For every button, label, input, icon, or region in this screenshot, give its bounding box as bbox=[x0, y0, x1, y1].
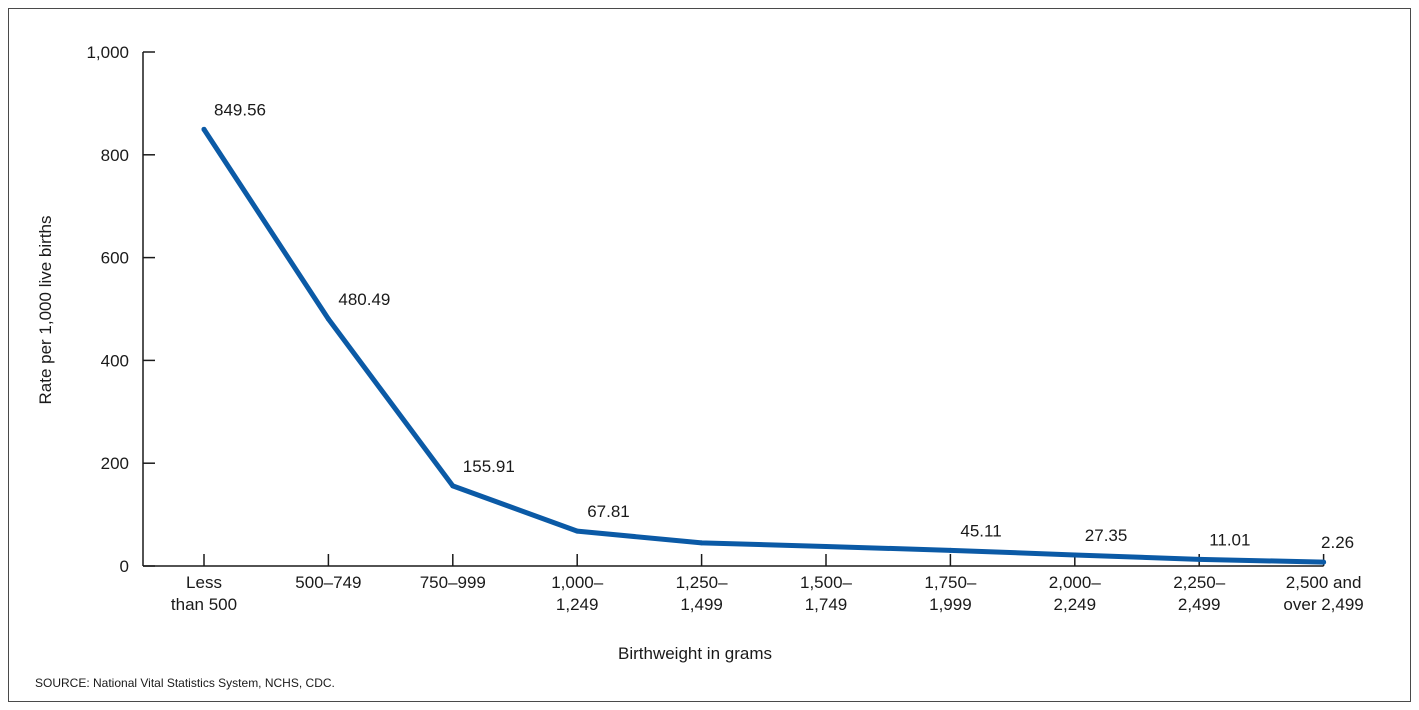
data-label: 27.35 bbox=[1085, 526, 1128, 545]
data-label: 849.56 bbox=[214, 100, 266, 119]
data-label: 2.26 bbox=[1321, 533, 1354, 552]
x-tick-label: 1,999 bbox=[929, 595, 972, 614]
data-label: 67.81 bbox=[587, 502, 630, 521]
x-tick-label: 500–749 bbox=[295, 573, 361, 592]
y-tick-label: 600 bbox=[101, 249, 129, 268]
x-tick-label: 1,249 bbox=[556, 595, 599, 614]
x-tick-label: over 2,499 bbox=[1283, 595, 1363, 614]
data-point bbox=[325, 316, 331, 322]
x-tick-label: 1,750– bbox=[924, 573, 977, 592]
data-point bbox=[201, 126, 207, 132]
data-label: 480.49 bbox=[338, 290, 390, 309]
x-axis-title: Birthweight in grams bbox=[618, 644, 772, 663]
x-tick-label: 2,249 bbox=[1054, 595, 1097, 614]
data-label: 11.01 bbox=[1209, 530, 1250, 549]
data-point bbox=[1072, 552, 1078, 558]
y-tick-label: 0 bbox=[120, 557, 129, 576]
series-line bbox=[201, 126, 1327, 565]
x-tick-label: 1,500– bbox=[800, 573, 853, 592]
data-point bbox=[823, 543, 829, 549]
source-note: SOURCE: National Vital Statistics System… bbox=[35, 676, 335, 690]
x-tick-label: 1,749 bbox=[805, 595, 848, 614]
data-point bbox=[574, 528, 580, 534]
data-label: 45.11 bbox=[960, 521, 1001, 540]
data-point bbox=[1321, 559, 1327, 565]
x-tick-label: 1,000– bbox=[551, 573, 604, 592]
x-tick-label: 1,250– bbox=[676, 573, 729, 592]
chart-frame bbox=[8, 8, 1411, 702]
y-axis-title: Rate per 1,000 live births bbox=[36, 216, 55, 405]
y-tick-label: 200 bbox=[101, 454, 129, 473]
x-tick-label: Less bbox=[186, 573, 222, 592]
y-tick-label: 400 bbox=[101, 351, 129, 370]
data-point bbox=[1196, 556, 1202, 562]
x-tick-label: 2,250– bbox=[1173, 573, 1226, 592]
data-point bbox=[450, 483, 456, 489]
x-tick-label: 2,499 bbox=[1178, 595, 1221, 614]
x-tick-label: 2,000– bbox=[1049, 573, 1102, 592]
x-tick-label: 1,499 bbox=[680, 595, 723, 614]
data-point bbox=[947, 547, 953, 553]
y-tick-label: 1,000 bbox=[86, 43, 129, 62]
x-tick-label: 750–999 bbox=[420, 573, 486, 592]
x-tick-label: 2,500 and bbox=[1286, 573, 1362, 592]
data-point bbox=[699, 540, 705, 546]
data-label: 155.91 bbox=[463, 457, 515, 476]
x-tick-label: than 500 bbox=[171, 595, 237, 614]
y-tick-label: 800 bbox=[101, 146, 129, 165]
